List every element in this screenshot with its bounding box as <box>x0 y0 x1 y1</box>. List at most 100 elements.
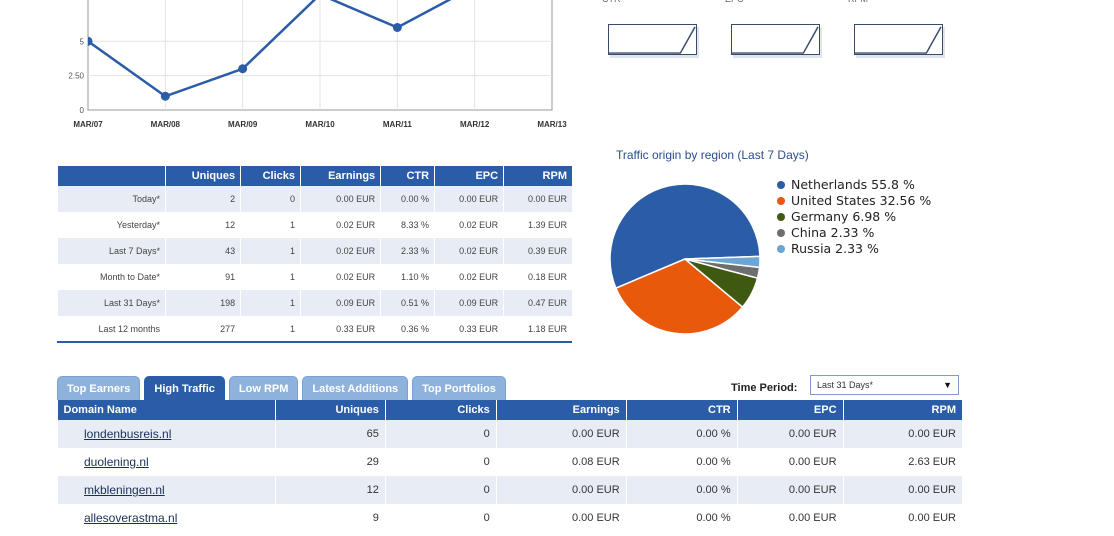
column-header[interactable]: CTR <box>625 400 738 420</box>
summary-table-header: Uniques Clicks Earnings CTR EPC RPM <box>57 166 572 186</box>
domain-cell: londenbusreis.nl <box>57 420 276 448</box>
table-cell: 0.08 EUR <box>495 448 627 476</box>
table-row: londenbusreis.nl 65 0 0.00 EUR 0.00 % 0.00 EU… <box>57 420 962 448</box>
table-row: Last 12 months 277 1 0.33 EUR 0.36 % 0.33 EUR… <box>57 316 572 343</box>
table-cell: 65 <box>274 420 386 448</box>
column-header <box>57 166 166 186</box>
column-header: CTR <box>380 166 435 186</box>
tab-top-portfolios[interactable]: Top Portfolios <box>412 376 506 400</box>
legend-entry: Netherlands 55.8 % <box>791 177 915 192</box>
table-cell: 0.00 EUR <box>495 504 627 532</box>
column-header: Uniques <box>164 166 241 186</box>
column-header[interactable]: Uniques <box>274 400 386 420</box>
domain-table-header: Domain Name Uniques Clicks Earnings CTR EPC RP… <box>57 400 962 420</box>
y-tick-label: 5 <box>80 37 85 46</box>
table-cell: 1 <box>240 238 301 264</box>
table-cell: 0 <box>240 186 301 212</box>
tab-top-earners[interactable]: Top Earners <box>57 376 141 400</box>
table-cell: 0 <box>384 504 497 532</box>
table-row: Today* 2 0 0.00 EUR 0.00 % 0.00 EUR 0.00 EUR <box>57 186 572 212</box>
domain-link[interactable]: duolening.nl <box>84 455 149 469</box>
table-cell: 0.36 % <box>380 316 435 343</box>
y-tick-label: 0 <box>80 106 85 115</box>
table-cell: 0.09 EUR <box>300 290 381 316</box>
column-header: Earnings <box>300 166 381 186</box>
legend-swatch <box>777 245 785 253</box>
column-header: EPC <box>434 166 504 186</box>
table-row: allesoverastma.nl 9 0 0.00 EUR 0.00 % 0.00 EU… <box>57 504 962 532</box>
table-cell: 277 <box>164 316 241 343</box>
x-tick-label: MAR/12 <box>460 120 490 129</box>
table-cell: 1 <box>240 264 301 290</box>
pie-slice[interactable] <box>609 183 761 290</box>
table-cell: 198 <box>164 290 241 316</box>
tab-latest-additions[interactable]: Latest Additions <box>302 376 409 400</box>
table-row: mkbleningen.nl 12 0 0.00 EUR 0.00 % 0.00 EUR 0… <box>57 476 962 504</box>
column-header[interactable]: EPC <box>736 400 844 420</box>
y-tick-label: 2.50 <box>68 72 84 81</box>
data-point[interactable] <box>84 36 93 46</box>
summary-stats-table: Uniques Clicks Earnings CTR EPC RPM Today* 2 0 0… <box>57 166 572 343</box>
domain-link[interactable]: londenbusreis.nl <box>84 427 172 441</box>
sparkline-epc <box>731 24 820 55</box>
row-label: Today* <box>57 186 166 212</box>
sparkline-ctr <box>608 24 697 55</box>
column-header[interactable]: RPM <box>842 400 962 420</box>
row-label: Yesterday* <box>57 212 166 238</box>
table-cell: 12 <box>164 212 241 238</box>
table-cell: 0 <box>384 420 497 448</box>
table-cell: 0.02 EUR <box>300 212 381 238</box>
table-cell: 12 <box>274 476 386 504</box>
table-cell: 0.02 EUR <box>434 264 504 290</box>
table-cell: 8.33 % <box>380 212 435 238</box>
table-cell: 1 <box>240 290 301 316</box>
table-cell: 1.10 % <box>380 264 435 290</box>
table-row: duolening.nl 29 0 0.08 EUR 0.00 % 0.00 EUR 2.6… <box>57 448 962 476</box>
legend-entry: China 2.33 % <box>791 225 874 240</box>
legend-swatch <box>777 213 785 221</box>
domain-list-tabs: Top Earners High Traffic Low RPM Latest Add… <box>57 376 506 400</box>
sparkline-rpm <box>854 24 943 55</box>
legend-entry: Russia 2.33 % <box>791 241 879 256</box>
table-cell: 0.00 EUR <box>842 504 962 532</box>
x-tick-label: MAR/11 <box>383 120 412 129</box>
series-line <box>88 0 452 98</box>
table-cell: 0.02 EUR <box>300 238 381 264</box>
data-point[interactable] <box>160 91 170 101</box>
table-cell: 0.00 EUR <box>842 420 962 448</box>
row-label: Last 12 months <box>57 316 166 343</box>
column-header[interactable]: Domain Name <box>57 400 276 420</box>
legend-swatch <box>777 229 785 237</box>
time-period-value: Last 31 Days* <box>817 380 874 390</box>
pie-slice[interactable] <box>684 255 761 269</box>
column-header[interactable]: Clicks <box>384 400 497 420</box>
table-cell: 0.00 EUR <box>736 504 844 532</box>
data-point[interactable] <box>392 23 402 32</box>
tab-high-traffic[interactable]: High Traffic <box>144 376 225 400</box>
pie-slice[interactable] <box>614 258 744 335</box>
table-row: Last 31 Days* 198 1 0.09 EUR 0.51 % 0.09 EUR 0… <box>57 290 572 316</box>
table-cell: 0.33 EUR <box>434 316 504 343</box>
domain-cell: mkbleningen.nl <box>57 476 276 504</box>
domain-link[interactable]: mkbleningen.nl <box>84 483 165 497</box>
table-cell: 0.00 EUR <box>842 476 962 504</box>
x-tick-label: MAR/13 <box>537 120 567 129</box>
table-row: Last 7 Days* 43 1 0.02 EUR 2.33 % 0.02 EUR 0.3… <box>57 238 572 264</box>
table-cell: 0.00 EUR <box>434 186 504 212</box>
domain-link[interactable]: allesoverastma.nl <box>84 511 178 525</box>
table-cell: 1.18 EUR <box>503 316 572 343</box>
table-cell: 2.33 % <box>380 238 435 264</box>
x-tick-label: MAR/08 <box>151 120 181 129</box>
column-header[interactable]: Earnings <box>495 400 627 420</box>
time-period-select[interactable]: Last 31 Days* ▼ <box>810 375 959 395</box>
x-tick-label: MAR/10 <box>305 120 335 129</box>
data-point[interactable] <box>238 64 248 74</box>
sparkline-trend <box>732 26 819 54</box>
table-cell: 0 <box>384 448 497 476</box>
table-cell: 0.00 % <box>625 476 738 504</box>
x-tick-label: MAR/09 <box>228 120 258 129</box>
table-cell: 0.00 EUR <box>736 476 844 504</box>
column-header: Clicks <box>240 166 301 186</box>
tab-low-rpm[interactable]: Low RPM <box>228 376 299 400</box>
sparkline-trend <box>855 26 942 54</box>
